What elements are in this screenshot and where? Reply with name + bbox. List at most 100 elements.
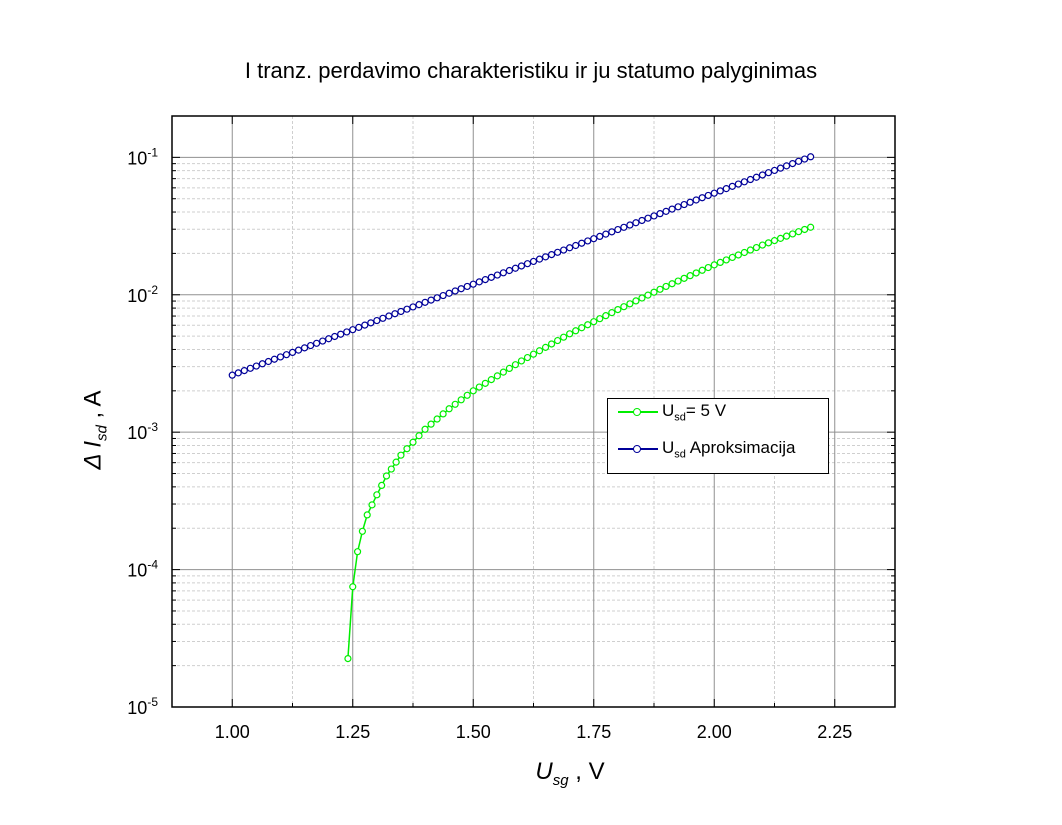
data-point bbox=[728, 182, 736, 190]
data-point bbox=[807, 153, 815, 161]
data-point bbox=[770, 166, 779, 175]
data-point bbox=[734, 180, 742, 188]
data-point bbox=[801, 155, 809, 163]
data-point bbox=[722, 185, 730, 193]
data-point bbox=[421, 425, 429, 433]
data-point bbox=[764, 169, 773, 177]
data-point bbox=[433, 294, 441, 302]
data-point bbox=[349, 583, 357, 591]
data-point bbox=[686, 198, 694, 206]
data-point bbox=[270, 355, 279, 363]
data-point bbox=[602, 230, 610, 238]
data-point bbox=[608, 309, 616, 317]
data-point bbox=[517, 262, 526, 270]
x-axis-label-rest: , V bbox=[568, 758, 605, 785]
data-point bbox=[258, 360, 266, 368]
x-axis-label-sub: sg bbox=[552, 771, 569, 789]
data-point bbox=[752, 173, 761, 181]
x-tick-label: 1.75 bbox=[576, 722, 611, 742]
legend-swatch-approx bbox=[618, 444, 658, 454]
data-point bbox=[487, 376, 495, 384]
data-point bbox=[252, 362, 260, 370]
legend-label-measured: Usd= 5 V bbox=[662, 401, 726, 423]
data-point bbox=[680, 200, 688, 209]
data-point bbox=[740, 178, 748, 186]
data-point bbox=[421, 298, 429, 306]
data-point bbox=[391, 310, 399, 318]
data-point bbox=[288, 348, 297, 357]
data-point bbox=[433, 415, 441, 423]
data-point bbox=[379, 314, 387, 322]
data-point bbox=[240, 367, 248, 375]
data-point bbox=[493, 271, 501, 279]
data-point bbox=[358, 527, 366, 535]
x-axis-label: Usg , V bbox=[360, 758, 780, 789]
data-point bbox=[602, 312, 610, 320]
data-point bbox=[511, 264, 520, 272]
legend-label-approx-sub: sd bbox=[674, 448, 686, 461]
data-point bbox=[349, 326, 357, 334]
data-point bbox=[776, 234, 785, 242]
data-point bbox=[367, 319, 375, 327]
data-point bbox=[572, 241, 580, 250]
data-point bbox=[547, 340, 556, 348]
x-tick-label: 1.00 bbox=[215, 722, 250, 742]
y-tick-label: 10-2 bbox=[127, 283, 158, 306]
data-point bbox=[355, 323, 363, 331]
data-point bbox=[638, 294, 646, 302]
data-point bbox=[409, 303, 417, 311]
data-point bbox=[590, 318, 598, 326]
data-point bbox=[668, 205, 676, 213]
data-point bbox=[505, 266, 513, 275]
x-tick-label: 2.25 bbox=[817, 722, 852, 742]
data-point bbox=[632, 297, 640, 305]
data-point bbox=[716, 258, 724, 267]
data-point bbox=[692, 196, 700, 204]
data-point bbox=[614, 306, 622, 314]
data-point bbox=[463, 282, 471, 291]
data-point bbox=[662, 282, 670, 291]
data-point bbox=[445, 289, 453, 297]
data-point bbox=[596, 315, 604, 323]
data-point bbox=[234, 369, 242, 377]
data-point bbox=[656, 285, 664, 293]
data-point bbox=[306, 341, 315, 350]
data-point bbox=[481, 276, 489, 284]
data-point bbox=[553, 336, 562, 345]
data-point bbox=[626, 300, 634, 308]
data-point bbox=[361, 321, 369, 329]
data-point bbox=[674, 203, 682, 211]
data-point bbox=[487, 273, 495, 281]
data-point bbox=[584, 237, 592, 245]
data-point bbox=[469, 387, 477, 395]
y-tick-label: 10-1 bbox=[127, 145, 158, 168]
data-point bbox=[716, 187, 724, 195]
data-point bbox=[752, 243, 761, 252]
data-point bbox=[782, 232, 791, 240]
data-point bbox=[746, 175, 755, 184]
data-point bbox=[469, 280, 477, 288]
data-point bbox=[353, 548, 362, 556]
data-point bbox=[445, 405, 453, 413]
data-point bbox=[680, 274, 688, 282]
data-point bbox=[397, 307, 405, 316]
data-point bbox=[427, 420, 435, 428]
data-point bbox=[378, 481, 386, 490]
data-point bbox=[493, 372, 501, 380]
legend-item-approx: Usd Aproksimacija bbox=[608, 437, 796, 461]
data-point bbox=[638, 216, 646, 225]
data-point bbox=[373, 491, 381, 499]
data-point bbox=[584, 321, 592, 329]
data-point bbox=[475, 278, 483, 286]
data-point bbox=[801, 225, 809, 234]
data-point bbox=[698, 194, 706, 202]
y-tick-label: 10-3 bbox=[127, 420, 158, 443]
data-point bbox=[397, 451, 405, 459]
data-point bbox=[566, 244, 574, 252]
data-point bbox=[644, 291, 652, 299]
data-point bbox=[427, 296, 435, 304]
data-point bbox=[343, 328, 351, 336]
legend-label-approx-main: U bbox=[662, 437, 675, 457]
data-point bbox=[294, 346, 303, 354]
data-point bbox=[382, 472, 391, 480]
